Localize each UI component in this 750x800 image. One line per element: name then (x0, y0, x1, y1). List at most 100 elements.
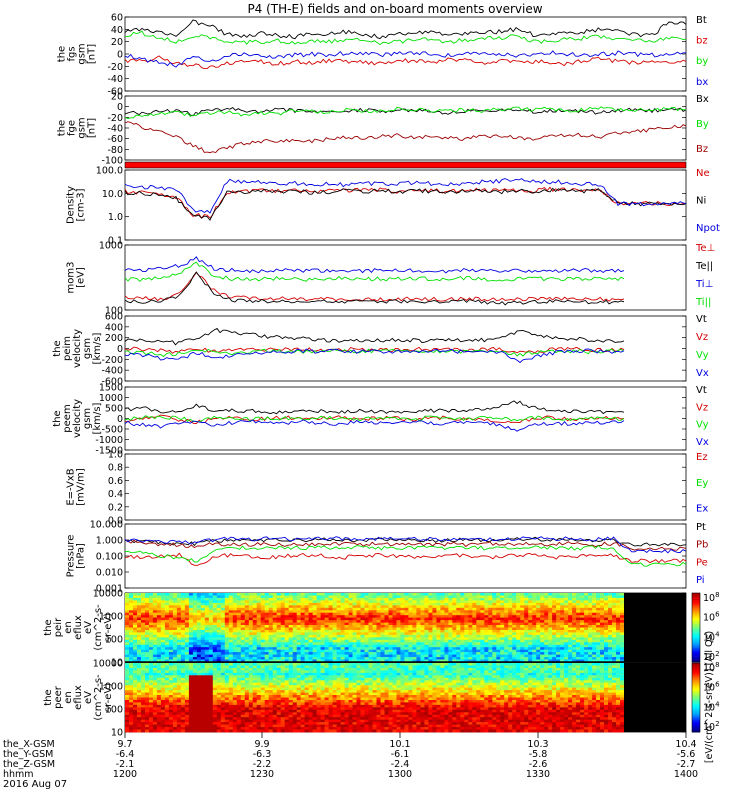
y-tick-label: 1.0 (108, 450, 123, 461)
heatmap-cell (408, 637, 413, 641)
heatmap-cell (176, 602, 182, 606)
heatmap-cell (172, 617, 178, 621)
heatmap-cell (320, 680, 325, 684)
heatmap-cell (149, 607, 154, 611)
heatmap-cell (208, 670, 214, 674)
heatmap-cell (576, 615, 581, 619)
heatmap-cell (141, 675, 146, 679)
heatmap-cell (208, 597, 214, 601)
heatmap-cell (396, 610, 401, 614)
heatmap-cell (360, 602, 365, 606)
heatmap-cell (416, 595, 421, 599)
heatmap-cell (568, 639, 573, 643)
heatmap-cell (296, 625, 302, 628)
heatmap-cell (448, 680, 453, 684)
heatmap-cell (284, 602, 290, 606)
heatmap-cell (360, 632, 365, 636)
heatmap-cell (352, 667, 357, 671)
heatmap-cell (133, 627, 138, 631)
heatmap-cell (200, 672, 206, 676)
heatmap-cell (416, 607, 421, 611)
heatmap-cell (152, 670, 158, 674)
heatmap-cell (244, 659, 250, 663)
heatmap-cell (412, 620, 417, 623)
heatmap-cell (244, 607, 250, 611)
heatmap-cell (544, 672, 549, 676)
heatmap-cell (204, 682, 210, 686)
heatmap-cell (160, 602, 166, 606)
heatmap-cell (340, 647, 345, 651)
heatmap-cell (196, 663, 202, 666)
heatmap-cell (592, 615, 597, 619)
heatmap-cell (141, 595, 146, 599)
heatmap-cell (620, 642, 625, 646)
heatmap-cell (396, 642, 401, 646)
heatmap-cell (408, 663, 413, 666)
heatmap-cell (332, 600, 337, 604)
heatmap-cell (336, 620, 341, 623)
heatmap-cell (284, 685, 290, 689)
heatmap-cell (336, 663, 341, 666)
heatmap-cell (600, 659, 605, 663)
heatmap-cell (264, 665, 270, 669)
heatmap-cell (404, 652, 409, 655)
heatmap-cell (292, 617, 298, 621)
colorbar-cell (692, 648, 700, 651)
heatmap-cell (420, 632, 425, 636)
heatmap-cell (432, 675, 437, 679)
heatmap-cell (384, 677, 389, 681)
heatmap-cell (380, 605, 385, 609)
heatmap-cell (548, 663, 553, 666)
heatmap-cell (276, 682, 282, 686)
heatmap-cell (304, 595, 309, 599)
heatmap-cell (480, 680, 485, 684)
heatmap-cell (133, 630, 138, 633)
heatmap-cell (396, 652, 401, 655)
heatmap-cell (384, 667, 389, 671)
heatmap-cell (288, 682, 294, 686)
heatmap-cell (212, 642, 218, 646)
heatmap-cell (252, 659, 258, 663)
heatmap-cell (388, 657, 393, 660)
heatmap-cell (484, 634, 489, 638)
heatmap-cell (376, 617, 381, 621)
heatmap-cell (284, 667, 290, 671)
heatmap-cell (336, 610, 341, 614)
heatmap-cell (196, 632, 202, 636)
heatmap-cell (416, 639, 421, 643)
heatmap-cell (196, 600, 202, 604)
heatmap-cell (228, 647, 234, 651)
heatmap-cell (404, 659, 409, 663)
heatmap-cell (504, 617, 509, 621)
heatmap-cell (324, 652, 329, 655)
heatmap-cell (292, 682, 298, 686)
heatmap-cell (240, 672, 246, 676)
heatmap-cell (176, 672, 182, 676)
heatmap-cell (133, 657, 138, 660)
heatmap-cell (360, 612, 365, 616)
heatmap-cell (168, 627, 174, 631)
heatmap-cell (272, 670, 278, 674)
heatmap-cell (288, 667, 294, 671)
heatmap-cell (604, 637, 609, 641)
heatmap-cell (332, 595, 337, 599)
heatmap-cell (396, 657, 401, 660)
heatmap-cell (344, 680, 349, 684)
heatmap-cell (480, 597, 485, 601)
heatmap-cell (292, 625, 298, 628)
heatmap-cell (436, 649, 441, 653)
heatmap-cell (352, 642, 357, 646)
heatmap-cell (532, 644, 537, 648)
heatmap-cell (356, 642, 361, 646)
heatmap-cell (388, 610, 393, 614)
heatmap-cell (129, 659, 134, 663)
heatmap-cell (504, 663, 509, 666)
heatmap-cell (372, 634, 377, 638)
heatmap-cell (460, 675, 465, 679)
heatmap-cell (284, 644, 290, 648)
heatmap-cell (188, 677, 194, 681)
heatmap-cell (152, 602, 158, 606)
heatmap-cell (548, 670, 553, 674)
heatmap-cell (304, 677, 309, 681)
heatmap-cell (304, 617, 309, 621)
